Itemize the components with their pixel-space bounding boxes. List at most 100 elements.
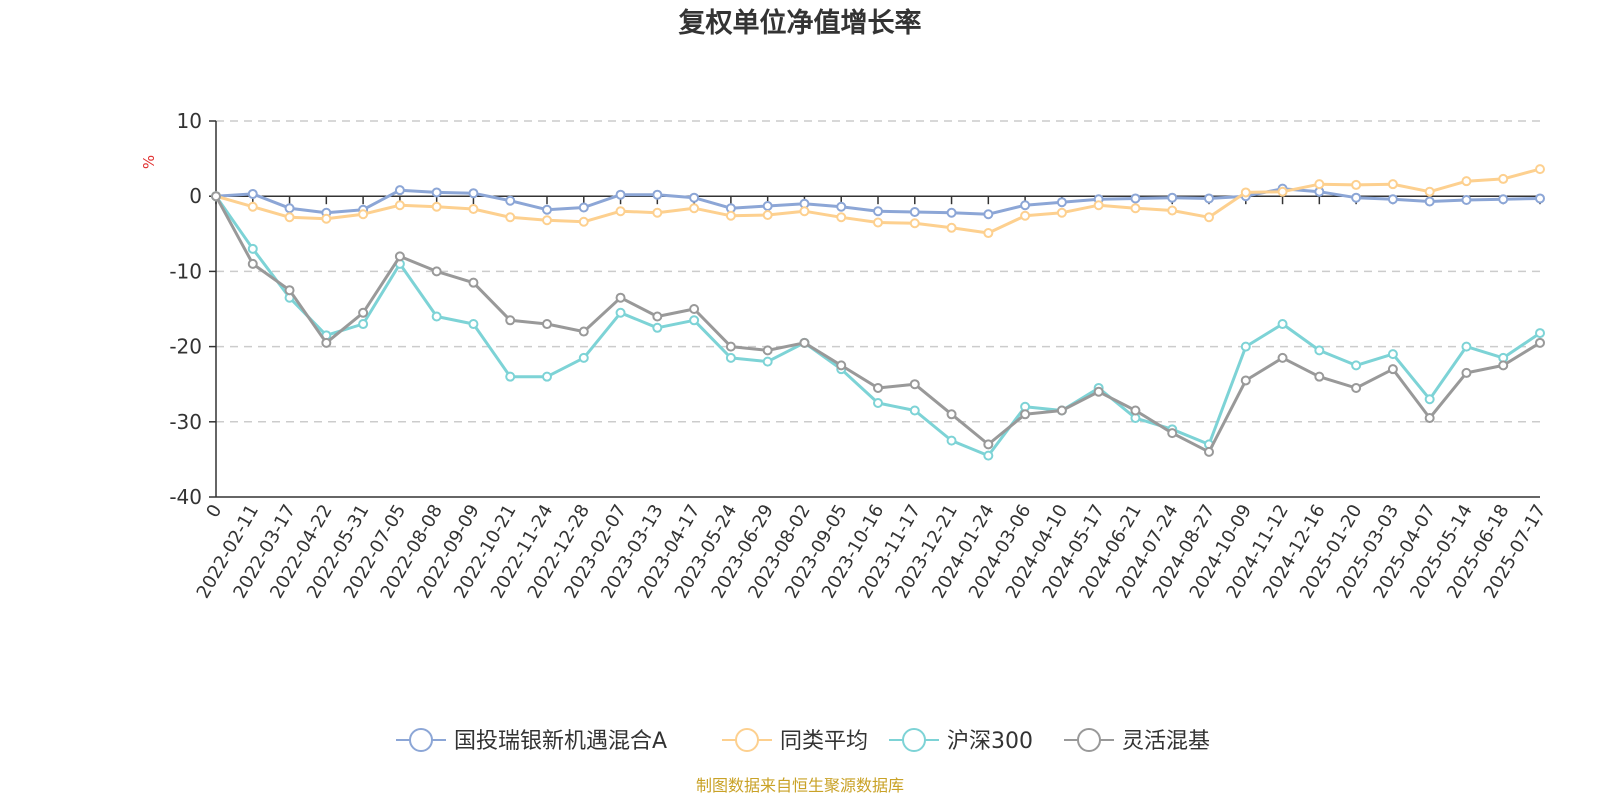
data-point[interactable] [946, 222, 957, 233]
data-point[interactable] [431, 266, 442, 277]
data-point[interactable] [468, 203, 479, 214]
data-point[interactable] [873, 382, 883, 393]
data-point[interactable] [1498, 173, 1509, 184]
data-point[interactable] [284, 203, 295, 214]
data-point[interactable] [836, 360, 847, 371]
data-point[interactable] [394, 251, 405, 262]
legend[interactable]: 国投瑞银新机遇混合A 同类平均 沪深300 灵活混基 [396, 728, 1210, 754]
data-point[interactable] [689, 304, 700, 314]
data-point[interactable] [1461, 194, 1472, 205]
data-point[interactable] [431, 201, 442, 212]
data-point[interactable] [799, 206, 810, 217]
legend-item[interactable]: 同类平均 [722, 728, 868, 754]
data-point[interactable] [468, 277, 479, 288]
data-point[interactable] [247, 258, 258, 269]
data-point[interactable] [836, 212, 847, 223]
data-point[interactable] [431, 311, 442, 322]
data-point[interactable] [983, 209, 994, 220]
data-point[interactable] [1130, 405, 1141, 416]
data-point[interactable] [836, 201, 847, 212]
data-point[interactable] [1204, 212, 1214, 223]
data-point[interactable] [468, 319, 479, 330]
data-point[interactable] [946, 409, 957, 420]
data-point[interactable] [247, 243, 258, 254]
data-point[interactable] [578, 202, 589, 213]
data-point[interactable] [542, 319, 552, 330]
data-point[interactable] [799, 337, 810, 348]
data-point[interactable] [873, 398, 883, 408]
data-point[interactable] [1535, 337, 1545, 348]
data-point[interactable] [505, 315, 516, 326]
data-point[interactable] [1424, 186, 1435, 197]
data-point[interactable] [762, 210, 773, 220]
data-point[interactable] [1204, 446, 1214, 457]
data-point[interactable] [1130, 193, 1141, 204]
data-point[interactable] [1424, 394, 1435, 405]
data-point[interactable] [1498, 194, 1509, 205]
data-point[interactable] [983, 450, 994, 461]
data-point[interactable] [321, 213, 332, 224]
data-point[interactable] [1535, 164, 1545, 175]
data-point[interactable] [1167, 428, 1178, 439]
data-point[interactable] [505, 212, 516, 223]
data-point[interactable] [1277, 352, 1288, 363]
data-point[interactable] [1351, 360, 1362, 371]
data-point[interactable] [1240, 187, 1251, 198]
data-point[interactable] [505, 371, 516, 382]
data-point[interactable] [284, 285, 295, 296]
data-point[interactable] [762, 356, 773, 367]
data-point[interactable] [431, 187, 442, 198]
data-point[interactable] [468, 188, 479, 199]
legend-item[interactable]: 灵活混基 [1064, 728, 1210, 754]
data-point[interactable] [542, 204, 552, 215]
data-point[interactable] [1020, 210, 1031, 221]
data-point[interactable] [909, 379, 920, 390]
data-point[interactable] [1056, 207, 1067, 218]
legend-item[interactable]: 国投瑞银新机遇混合A [396, 728, 667, 754]
data-point[interactable] [1277, 186, 1288, 197]
data-point[interactable] [1167, 205, 1178, 216]
data-point[interactable] [1130, 203, 1141, 214]
data-point[interactable] [1093, 200, 1104, 211]
data-point[interactable] [542, 215, 552, 226]
data-point[interactable] [1461, 176, 1472, 187]
data-point[interactable] [358, 319, 369, 330]
data-point[interactable] [1277, 319, 1288, 330]
data-point[interactable] [1020, 409, 1031, 420]
data-point[interactable] [394, 185, 405, 196]
data-point[interactable] [873, 217, 883, 228]
data-point[interactable] [1056, 405, 1067, 416]
data-point[interactable] [1498, 360, 1509, 371]
data-point[interactable] [1351, 192, 1362, 203]
data-point[interactable] [1535, 193, 1545, 204]
data-point[interactable] [983, 439, 994, 450]
data-point[interactable] [1314, 371, 1325, 382]
data-point[interactable] [615, 307, 626, 318]
data-point[interactable] [1204, 193, 1214, 204]
data-point[interactable] [652, 189, 663, 200]
data-point[interactable] [321, 337, 332, 348]
data-point[interactable] [762, 345, 773, 356]
data-point[interactable] [689, 192, 700, 203]
data-point[interactable] [1424, 413, 1435, 424]
data-point[interactable] [1387, 349, 1398, 360]
data-point[interactable] [1387, 194, 1398, 205]
data-point[interactable] [1056, 197, 1067, 208]
data-point[interactable] [615, 206, 626, 217]
series-line[interactable] [214, 195, 1541, 458]
data-point[interactable] [394, 200, 405, 211]
series-line[interactable] [214, 195, 1541, 454]
data-point[interactable] [1387, 179, 1398, 190]
data-point[interactable] [211, 191, 221, 202]
data-point[interactable] [1424, 196, 1435, 207]
data-point[interactable] [725, 341, 736, 352]
data-point[interactable] [247, 188, 258, 199]
data-point[interactable] [983, 228, 994, 239]
data-point[interactable] [1351, 382, 1362, 393]
legend-item[interactable]: 沪深300 [889, 728, 1033, 754]
data-point[interactable] [725, 210, 736, 221]
data-point[interactable] [946, 435, 957, 446]
data-point[interactable] [358, 307, 369, 318]
data-point[interactable] [505, 195, 516, 206]
data-point[interactable] [909, 405, 920, 416]
